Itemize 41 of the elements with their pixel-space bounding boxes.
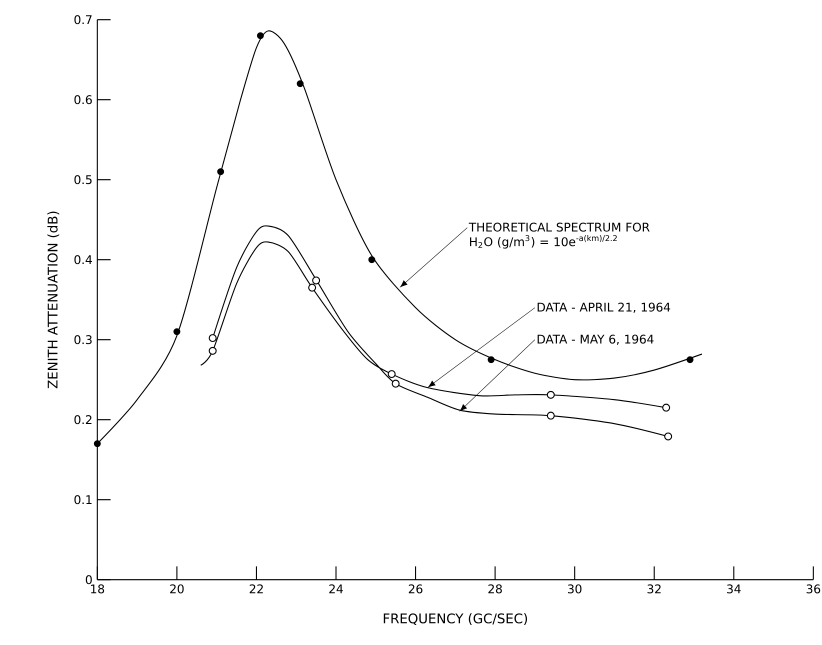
y-tick-label: 0.4: [74, 255, 92, 264]
y-tick-label: 0.1: [74, 495, 92, 504]
y-axis-title: ZENITH ATTENUATION (dB): [47, 212, 60, 388]
x-tick-label: 22: [250, 584, 263, 594]
point: [388, 370, 396, 378]
point: [392, 380, 400, 388]
y-tick-label: 0.7: [74, 15, 92, 24]
x-tick-label: 36: [806, 584, 820, 594]
y-tick-label: 0.6: [74, 95, 92, 104]
point: [488, 356, 495, 364]
x-tick-label: 34: [727, 584, 741, 594]
x-tick-label: 24: [329, 584, 343, 594]
annotation: DATA - APRIL 21, 1964: [538, 302, 670, 313]
point: [546, 390, 555, 399]
x-tick-label: 30: [568, 584, 582, 594]
point: [308, 284, 316, 292]
x-tick-label: 18: [91, 584, 104, 594]
point: [94, 440, 101, 448]
point: [217, 168, 224, 176]
point: [662, 404, 670, 412]
x-tick-label: 32: [648, 584, 661, 594]
y-tick-label: 0.3: [74, 335, 92, 344]
annotation: DATA - MAY 6, 1964: [538, 334, 654, 345]
point: [296, 80, 304, 88]
x-axis-title: FREQUENCY (GC/SEC): [384, 613, 528, 625]
x-tick-label: 26: [408, 584, 422, 594]
point: [546, 412, 555, 420]
y-tick-label: 0.2: [74, 415, 92, 424]
y-tick-label: 0: [86, 575, 92, 584]
point: [208, 346, 217, 355]
point: [664, 432, 672, 440]
x-tick-label: 20: [170, 584, 184, 594]
point: [686, 356, 694, 364]
point: [256, 32, 264, 40]
point: [173, 328, 180, 336]
point: [208, 334, 217, 342]
annotation: THEORETICAL SPECTRUM FOR H$_{2}$O (g/m$^{3}$) = 10e$^{-a(km)/2.2}$: [468, 222, 650, 249]
point: [368, 256, 376, 264]
x-tick-label: 28: [488, 584, 502, 594]
y-tick-label: 0.5: [74, 175, 92, 184]
point: [312, 276, 320, 284]
